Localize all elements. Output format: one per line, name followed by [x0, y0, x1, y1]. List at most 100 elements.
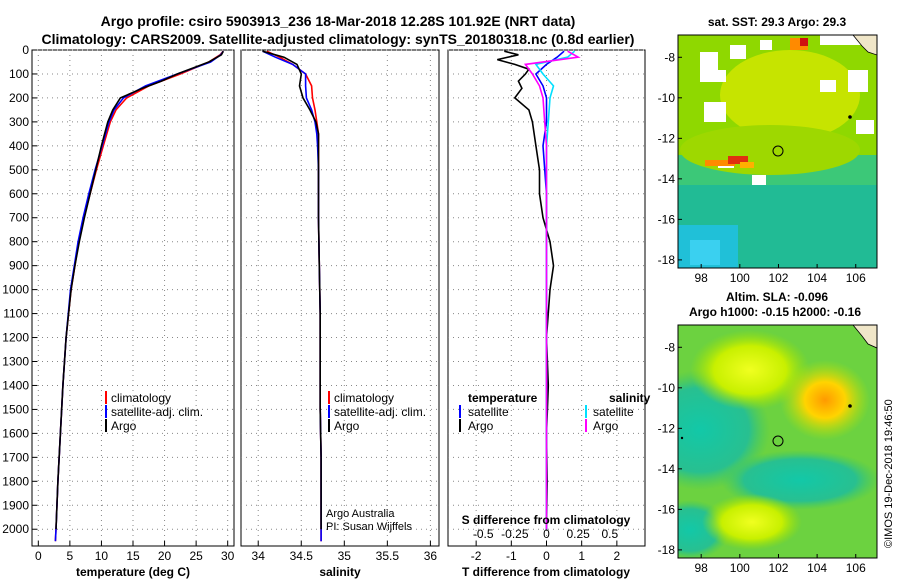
- y-tick-label: 300: [9, 115, 29, 129]
- map-x-tick-label: 106: [846, 561, 866, 575]
- map-y-tick-label: -14: [658, 172, 676, 186]
- salinity-panel: 34 34.5 35 35.5 36 salinity climatology sate…: [240, 49, 440, 579]
- y-tick-label: 600: [9, 187, 29, 201]
- y-tick-label: 1000: [2, 283, 29, 297]
- x-tick-label: 35.5: [376, 549, 400, 563]
- x-tick-label: 30: [221, 549, 235, 563]
- s-difference-xlabel: S difference from climatology: [462, 513, 631, 527]
- y-tick-label: 1400: [2, 378, 29, 392]
- difference-legend: temperature satellite Argo salinity sate…: [459, 391, 651, 433]
- figure-title-line2: Climatology: CARS2009. Satellite-adjuste…: [42, 31, 635, 47]
- map-x-tick-label: 104: [807, 271, 827, 285]
- salinity-panel-frame: [240, 49, 440, 547]
- temperature-xlabel: temperature (deg C): [76, 565, 190, 579]
- y-tick-label: 1600: [2, 426, 29, 440]
- map-x-tick-label: 102: [768, 271, 788, 285]
- map-x-tick-label: 98: [695, 271, 709, 285]
- map-y-tick-label: -10: [658, 91, 676, 105]
- x2-tick-label: 0.5: [601, 527, 618, 541]
- y-tick-label: 2000: [2, 522, 29, 536]
- sla-map-title-line1: Altim. SLA: -0.096: [726, 290, 828, 304]
- y-tick-label: 1800: [2, 474, 29, 488]
- map-x-tick-label: 100: [730, 561, 750, 575]
- legend-label-argo-s: Argo: [334, 419, 360, 433]
- sla-map-panel: Altim. SLA: -0.096 Argo h1000: -0.15 h20…: [658, 290, 878, 575]
- legend-label-t-argo: Argo: [468, 419, 494, 433]
- map-x-tick-label: 98: [695, 561, 709, 575]
- map-x-tick-label: 100: [730, 271, 750, 285]
- attribution-line2: PI: Susan Wijffels: [326, 521, 412, 533]
- figure-title-line1: Argo profile: csiro 5903913_236 18-Mar-2…: [101, 13, 576, 29]
- sla-map-frame: [677, 324, 878, 559]
- series-line: [523, 50, 581, 530]
- y-tick-label: 1900: [2, 498, 29, 512]
- x-tick-label: 36: [424, 549, 438, 563]
- sst-map-frame: [677, 34, 878, 269]
- series-line: [266, 50, 322, 542]
- legend-label-climatology-s: climatology: [334, 391, 394, 405]
- series-line: [55, 50, 225, 530]
- x2-tick-label: 0: [543, 527, 550, 541]
- y-tick-label: 1300: [2, 354, 29, 368]
- x-tick-label: 34.5: [290, 549, 314, 563]
- x-tick-label: 20: [158, 549, 172, 563]
- y-tick-label: 900: [9, 259, 29, 273]
- attribution-line1: Argo Australia: [326, 508, 395, 520]
- map-x-tick-label: 106: [846, 271, 866, 285]
- map-x-tick-label: 102: [768, 561, 788, 575]
- legend-label-satellite-adj-s: satellite-adj. clim.: [334, 405, 426, 419]
- x-tick-label: 5: [67, 549, 74, 563]
- map-y-tick-label: -10: [658, 381, 676, 395]
- map-y-tick-label: -12: [658, 421, 676, 435]
- sst-map-title: sat. SST: 29.3 Argo: 29.3: [708, 15, 847, 29]
- y-tick-label: 1500: [2, 402, 29, 416]
- x-tick-label: 0: [35, 549, 42, 563]
- map-y-tick-label: -12: [658, 131, 676, 145]
- t-difference-xlabel: T difference from climatology: [462, 565, 630, 579]
- legend-label-argo: Argo: [111, 419, 137, 433]
- x2-tick-label: -0.25: [501, 527, 529, 541]
- x-tick-label: -1: [506, 549, 517, 563]
- y-tick-label: 800: [9, 235, 29, 249]
- x-tick-label: 10: [95, 549, 109, 563]
- legend-label-climatology: climatology: [111, 391, 171, 405]
- x-tick-label: 0: [543, 549, 550, 563]
- y-tick-label: 200: [9, 91, 29, 105]
- x-tick-label: 25: [189, 549, 203, 563]
- x-tick-label: 35: [338, 549, 352, 563]
- legend-label-s-satellite: satellite: [593, 405, 634, 419]
- series-line: [262, 50, 322, 542]
- x-tick-label: 2: [614, 549, 621, 563]
- legend-label-t-satellite: satellite: [468, 405, 509, 419]
- y-tick-label: 100: [9, 67, 29, 81]
- temperature-panel-frame: [31, 49, 235, 547]
- sst-map-panel: sat. SST: 29.3 Argo: 29.3: [658, 15, 878, 285]
- sla-map-title-line2: Argo h1000: -0.15 h2000: -0.16: [689, 305, 861, 319]
- series-line: [54, 50, 224, 542]
- y-tick-label: 1700: [2, 450, 29, 464]
- series-line: [54, 50, 224, 542]
- temperature-legend: climatology satellite-adj. clim. Argo: [105, 391, 203, 433]
- sla-argo-position-marker: [772, 435, 784, 447]
- map-y-tick-label: -16: [658, 502, 676, 516]
- map-y-tick-label: -16: [658, 212, 676, 226]
- y-tick-label: 0: [22, 43, 29, 57]
- y-tick-label: 1100: [3, 307, 29, 321]
- x-tick-label: 1: [578, 549, 585, 563]
- legend-title-temperature: temperature: [468, 391, 538, 405]
- map-y-tick-label: -8: [664, 340, 675, 354]
- y-tick-label: 500: [9, 163, 29, 177]
- x2-tick-label: -0.5: [473, 527, 494, 541]
- salinity-legend: climatology satellite-adj. clim. Argo: [328, 391, 426, 433]
- map-y-tick-label: -8: [664, 50, 675, 64]
- difference-panel: -2 -1 0 1 2 -0.5 -0.25 0 0.25 0.5 T difference f…: [447, 49, 651, 579]
- imos-credit: ©IMOS 19-Dec-2018 19:46:50: [883, 399, 895, 548]
- y-tick-label: 1200: [2, 331, 29, 345]
- legend-title-salinity: salinity: [609, 391, 651, 405]
- legend-label-s-argo: Argo: [593, 419, 619, 433]
- temperature-panel: 0 5 10 15 20 25 30 0 100 200 300 400 500 600 700 800 90…: [2, 43, 234, 579]
- map-y-tick-label: -18: [658, 543, 676, 557]
- sla-map-field: [678, 325, 877, 558]
- map-x-tick-label: 104: [807, 561, 827, 575]
